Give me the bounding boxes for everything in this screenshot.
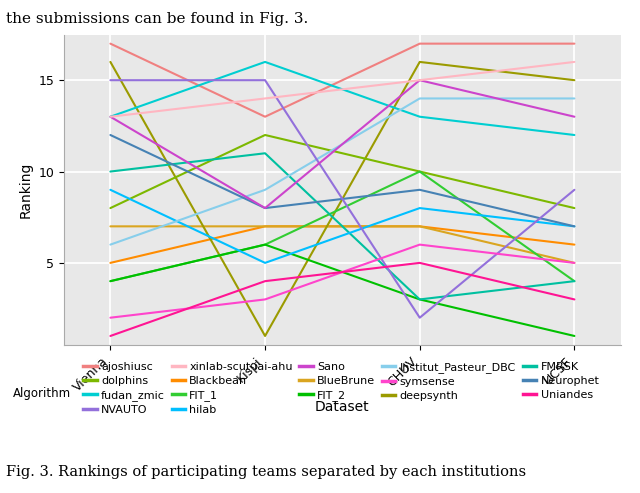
X-axis label: Dataset: Dataset (315, 400, 370, 414)
Text: the submissions can be found in Fig. 3.: the submissions can be found in Fig. 3. (6, 12, 308, 26)
Text: Algorithm: Algorithm (13, 387, 70, 400)
Legend: ajoshiusc, dolphins, fudan_zmic, NVAUTO, xinlab-scut-iai-ahu, Blackbean, FIT_1, : ajoshiusc, dolphins, fudan_zmic, NVAUTO,… (83, 362, 600, 415)
Text: Fig. 3. Rankings of participating teams separated by each institutions: Fig. 3. Rankings of participating teams … (6, 465, 527, 479)
Y-axis label: Ranking: Ranking (19, 162, 33, 218)
